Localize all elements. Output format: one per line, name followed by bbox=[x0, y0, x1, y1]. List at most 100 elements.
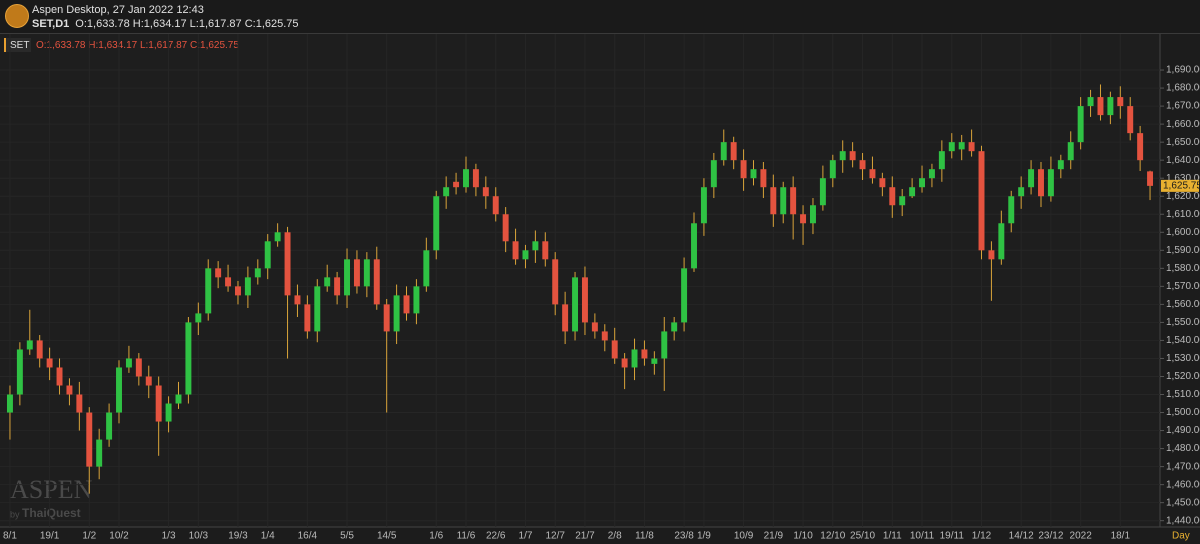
x-tick-label: 1/10 bbox=[793, 531, 813, 542]
y-tick-label: 1,580.00 bbox=[1166, 263, 1200, 274]
candle-body bbox=[829, 160, 836, 179]
candle-body bbox=[800, 214, 807, 224]
candle-body bbox=[621, 358, 628, 368]
candle-body bbox=[235, 286, 241, 296]
x-tick-label: 18/1 bbox=[1111, 531, 1131, 542]
candle-body bbox=[810, 205, 816, 224]
candle-body bbox=[482, 187, 489, 197]
x-tick-label: 25/10 bbox=[850, 531, 875, 542]
candle-body bbox=[1047, 169, 1054, 197]
candle-body bbox=[512, 241, 519, 260]
x-tick-label: 1/7 bbox=[519, 531, 533, 542]
candle-body bbox=[750, 169, 757, 179]
x-tick-label: 10/2 bbox=[109, 531, 129, 542]
x-tick-label: 1/3 bbox=[162, 531, 176, 542]
x-tick-label: 14/5 bbox=[377, 531, 397, 542]
candle-body bbox=[780, 187, 787, 215]
candle-body bbox=[225, 277, 232, 287]
candle-body bbox=[363, 259, 370, 287]
candle-body bbox=[998, 223, 1005, 260]
candle-body bbox=[631, 349, 638, 368]
candle-body bbox=[988, 250, 995, 260]
candle-body bbox=[66, 385, 73, 395]
candle-body bbox=[839, 151, 846, 161]
candle-body bbox=[155, 385, 162, 422]
candle-body bbox=[463, 169, 469, 188]
candle-body bbox=[6, 394, 13, 413]
x-tick-label: 12/10 bbox=[820, 531, 845, 542]
candle-body bbox=[879, 178, 886, 188]
last-price-label: 1,625.75 bbox=[1163, 181, 1200, 192]
watermark-maker: ThaiQuest bbox=[22, 506, 81, 520]
candle-body bbox=[552, 259, 559, 305]
candle-body bbox=[978, 151, 985, 251]
candle-body bbox=[1097, 97, 1104, 116]
candle-body bbox=[125, 358, 132, 368]
candle-body bbox=[591, 322, 598, 332]
candle-body bbox=[958, 142, 965, 150]
x-tick-label: 11/8 bbox=[635, 531, 654, 542]
candle-body bbox=[562, 304, 569, 332]
candle-body bbox=[691, 223, 697, 269]
candle-body bbox=[106, 412, 113, 440]
candle-body bbox=[353, 259, 360, 287]
last-price-box bbox=[1161, 179, 1199, 192]
candle-body bbox=[472, 169, 479, 188]
x-tick-label: 10/9 bbox=[734, 531, 754, 542]
y-tick-label: 1,540.00 bbox=[1166, 335, 1200, 346]
candle-body bbox=[373, 259, 380, 305]
candle-body bbox=[145, 376, 152, 386]
candle-body bbox=[928, 169, 935, 179]
candle-body bbox=[1038, 169, 1044, 197]
candle-body bbox=[334, 277, 341, 296]
candle-body bbox=[274, 232, 281, 242]
candle-body bbox=[700, 187, 707, 224]
y-tick-label: 1,600.00 bbox=[1166, 227, 1200, 238]
candle-body bbox=[383, 304, 390, 332]
x-tick-label: 11/6 bbox=[457, 531, 476, 542]
x-tick-label: 21/7 bbox=[575, 531, 595, 542]
y-tick-label: 1,610.00 bbox=[1166, 209, 1200, 220]
candle-body bbox=[254, 268, 261, 278]
y-tick-label: 1,560.00 bbox=[1166, 299, 1200, 310]
x-tick-label: 21/9 bbox=[764, 531, 784, 542]
x-tick-label: 1/4 bbox=[261, 531, 275, 542]
candle-body bbox=[581, 277, 588, 323]
symbol: SET,D1 bbox=[32, 18, 70, 30]
symbol-info: SET,D1 O:1,633.78 H:1,634.17 L:1,617.87 C… bbox=[32, 18, 299, 30]
y-tick-label: 1,640.00 bbox=[1166, 155, 1200, 166]
x-tick-label: 19/3 bbox=[228, 531, 248, 542]
candle-body bbox=[938, 151, 945, 170]
legend-box bbox=[4, 38, 31, 52]
y-tick-label: 1,570.00 bbox=[1166, 281, 1200, 292]
candle-body bbox=[641, 349, 648, 359]
candle-body bbox=[304, 304, 311, 332]
candle-body bbox=[433, 196, 440, 251]
y-tick-label: 1,500.00 bbox=[1166, 407, 1200, 418]
y-tick-label: 1,660.00 bbox=[1166, 119, 1200, 130]
candle-body bbox=[611, 340, 618, 359]
candle-body bbox=[56, 367, 63, 386]
candle-body bbox=[185, 322, 192, 395]
candle-body bbox=[294, 295, 301, 305]
y-tick-label: 1,690.00 bbox=[1166, 65, 1200, 76]
candle-body bbox=[849, 151, 856, 161]
ohlc-summary: O:1,633.78 H:1,634.17 L:1,617.87 C:1,625… bbox=[75, 18, 299, 30]
legend-ohlc: O:1,633.78 H:1,634.17 L:1,617.87 C:1,625… bbox=[36, 40, 239, 51]
candle-body bbox=[859, 160, 866, 170]
candle-body bbox=[770, 187, 777, 215]
x-tick-label: 12/7 bbox=[545, 531, 565, 542]
candle-body bbox=[96, 439, 103, 467]
y-tick-label: 1,460.00 bbox=[1166, 479, 1200, 490]
window-title: Aspen Desktop, 27 Jan 2022 12:43 bbox=[32, 4, 204, 16]
candle-body bbox=[651, 358, 658, 364]
candle-body bbox=[968, 142, 975, 152]
candle-body bbox=[919, 178, 925, 188]
candle-body bbox=[393, 295, 400, 332]
candle-body bbox=[205, 268, 212, 314]
x-tick-label: 1/2 bbox=[82, 531, 96, 542]
y-tick-label: 1,490.00 bbox=[1166, 425, 1200, 436]
candle-body bbox=[46, 358, 53, 368]
